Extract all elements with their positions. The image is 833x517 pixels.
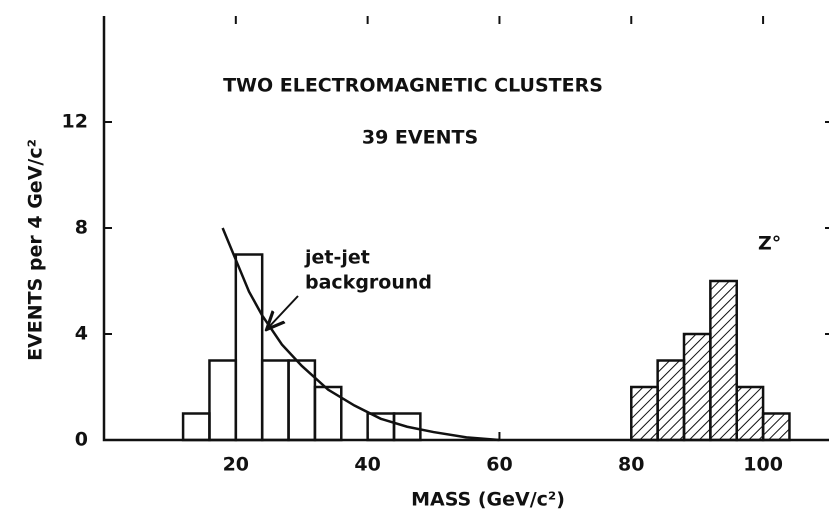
y-tick-label: 12 bbox=[62, 111, 88, 133]
bar bbox=[709, 279, 738, 442]
bar bbox=[260, 359, 290, 442]
y-tick-label: 0 bbox=[75, 429, 88, 451]
y-tick-label: 4 bbox=[75, 323, 88, 345]
arrow bbox=[268, 295, 299, 328]
bar bbox=[761, 412, 791, 442]
x-tick-label: 20 bbox=[223, 454, 249, 476]
bar bbox=[208, 359, 238, 442]
bar bbox=[656, 359, 686, 442]
x-tick-label: 40 bbox=[354, 454, 380, 476]
bar bbox=[287, 359, 317, 442]
bar bbox=[181, 412, 211, 442]
y-tick-label: 8 bbox=[75, 217, 88, 239]
x-tick-label: 80 bbox=[618, 454, 644, 476]
x-tick-label: 60 bbox=[486, 454, 512, 476]
bar bbox=[313, 385, 343, 442]
chart-subtitle: 39 EVENTS bbox=[362, 127, 478, 149]
bar bbox=[682, 332, 712, 442]
chart-title: TWO ELECTROMAGNETIC CLUSTERS bbox=[223, 75, 603, 97]
annotation: jet-jet bbox=[304, 247, 370, 269]
annotation: Z° bbox=[758, 233, 781, 255]
bar bbox=[234, 253, 264, 442]
bar bbox=[392, 412, 422, 442]
x-tick-label: 100 bbox=[743, 454, 783, 476]
bar bbox=[630, 385, 659, 442]
annotation: background bbox=[305, 272, 432, 294]
bar bbox=[735, 385, 765, 442]
x-axis-label: MASS (GeV/c²) bbox=[411, 489, 565, 511]
background-curve bbox=[221, 227, 500, 442]
y-axis-label: EVENTS per 4 GeV/c² bbox=[25, 139, 47, 361]
